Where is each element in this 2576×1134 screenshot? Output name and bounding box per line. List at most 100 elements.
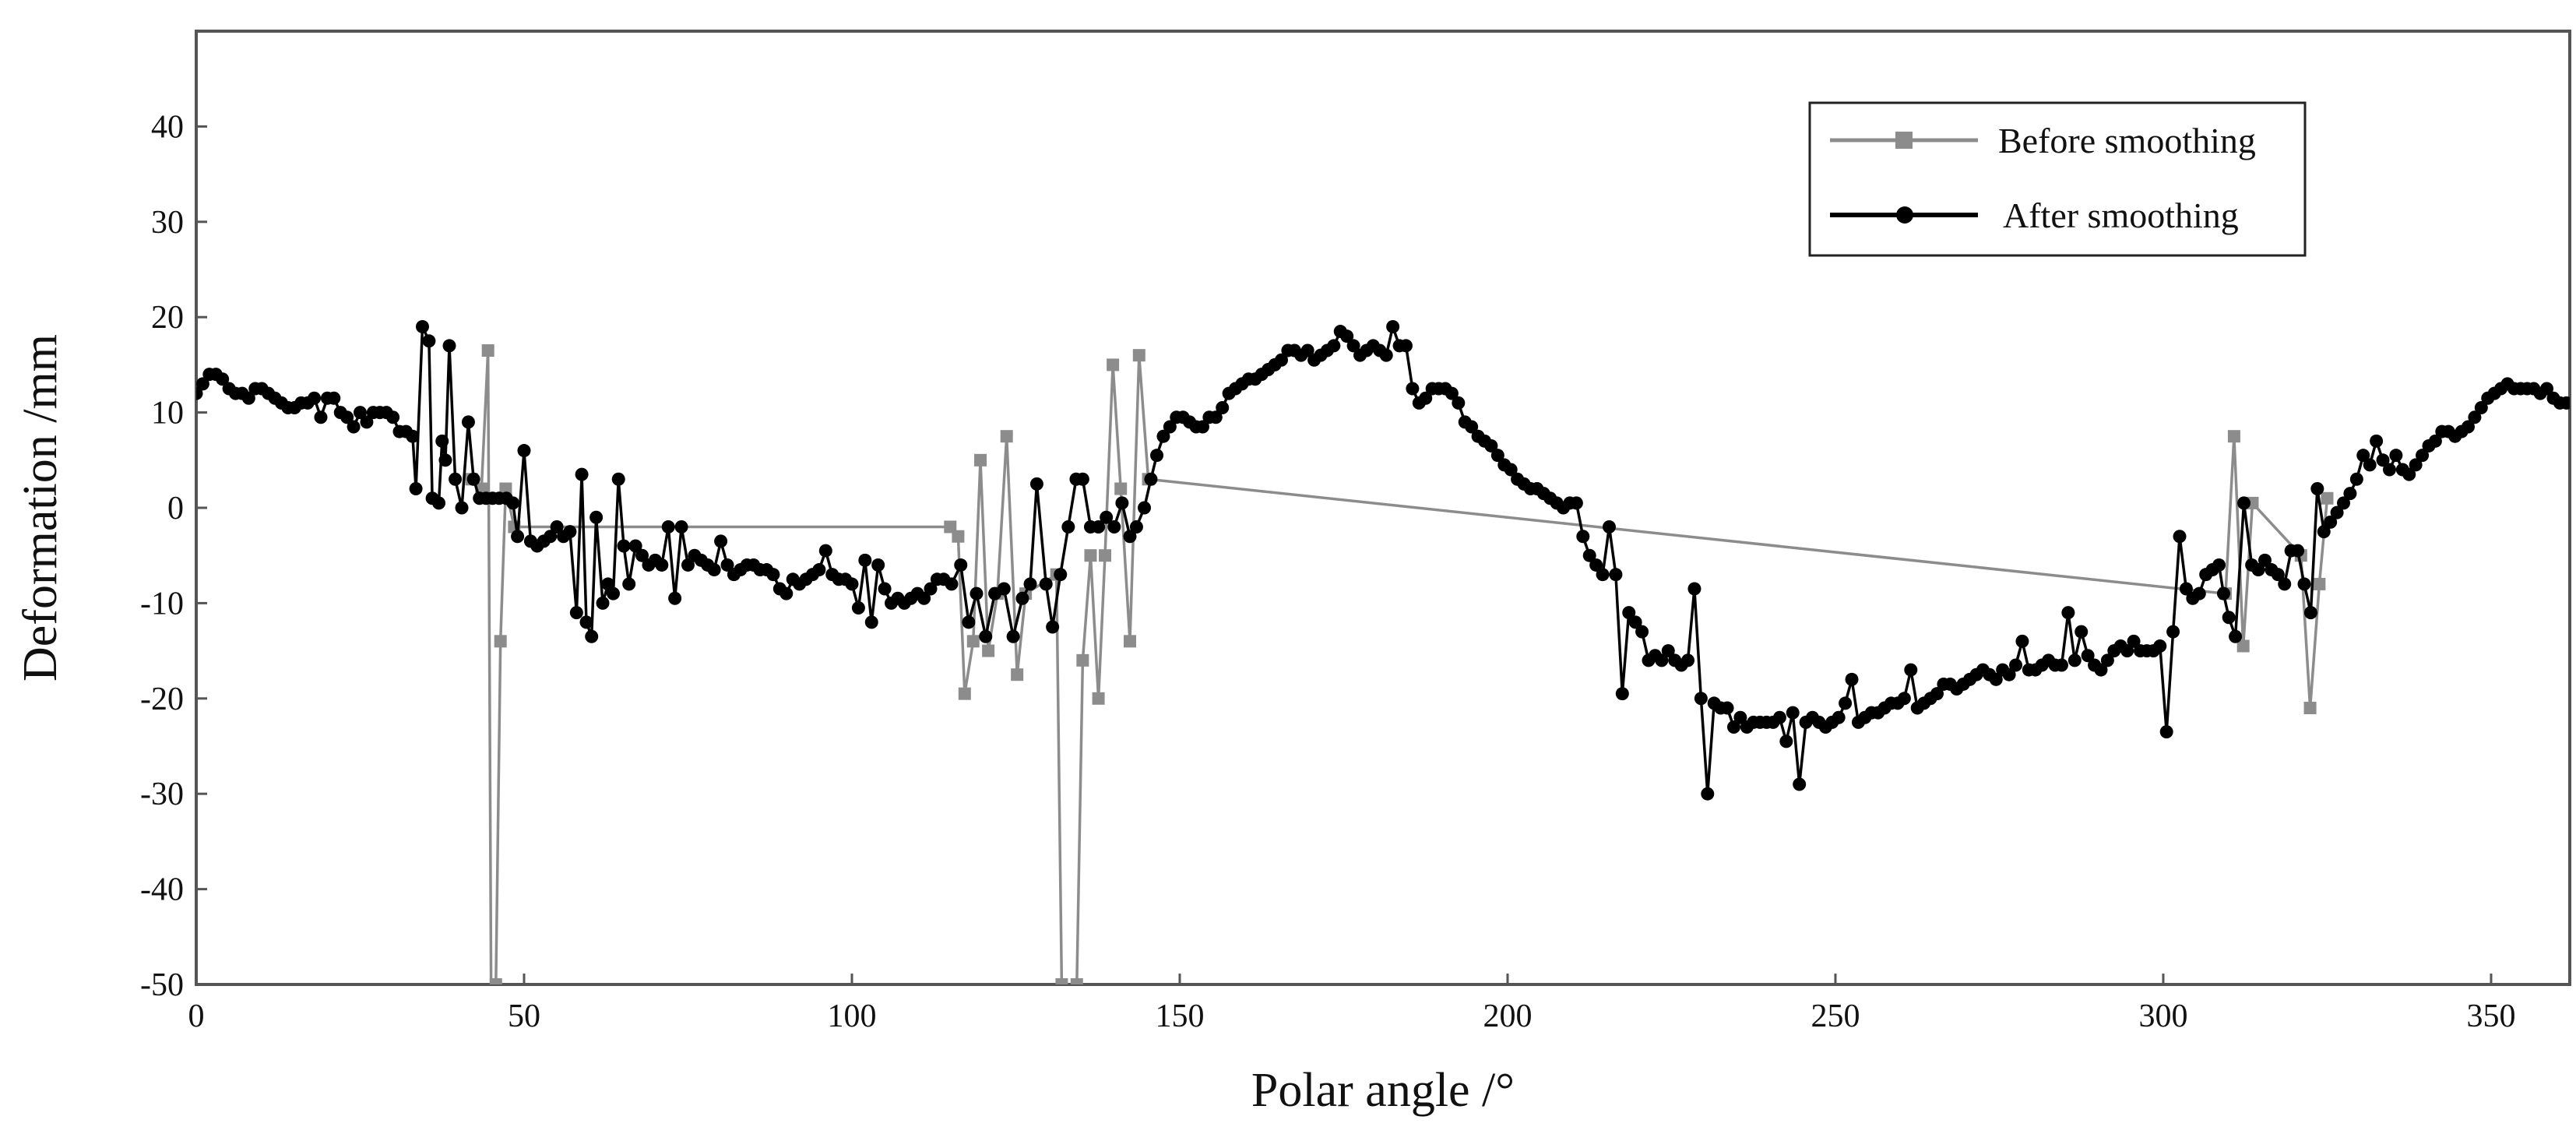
point-after-244	[1793, 777, 1807, 791]
point-after-122	[962, 615, 976, 629]
y-tick-label-5: 0	[167, 491, 184, 526]
point-before-9	[952, 530, 965, 543]
point-after-24	[347, 420, 361, 434]
point-after-110	[878, 582, 892, 596]
x-tick-label-5: 250	[1811, 998, 1860, 1034]
point-after-70	[617, 539, 631, 553]
point-after-278	[2015, 634, 2029, 648]
point-after-43	[455, 501, 469, 515]
point-after-145	[1144, 472, 1158, 486]
point-after-317	[2271, 568, 2285, 582]
point-after-320	[2291, 544, 2305, 558]
point-after-261	[1904, 663, 1918, 677]
point-after-233	[1720, 701, 1734, 715]
point-after-243	[1786, 706, 1800, 720]
point-after-330	[2356, 449, 2370, 463]
point-after-18	[308, 391, 322, 405]
point-after-214	[1596, 568, 1610, 582]
point-after-299	[2153, 639, 2167, 653]
point-after-68	[607, 586, 621, 600]
point-before-22	[1076, 653, 1089, 667]
y-tick-label-2: -30	[140, 777, 184, 812]
point-after-228	[1687, 582, 1701, 596]
point-after-35	[415, 319, 429, 333]
point-after-76	[655, 558, 669, 572]
point-after-126	[997, 582, 1011, 596]
point-after-175	[1340, 329, 1354, 343]
point-after-138	[1092, 519, 1106, 534]
point-after-182	[1386, 319, 1400, 333]
x-tick-label-3: 150	[1155, 998, 1204, 1034]
point-after-25	[353, 406, 367, 420]
point-after-310	[2222, 611, 2236, 625]
series-line-1	[196, 325, 2567, 795]
point-after-34	[409, 482, 423, 496]
point-after-335	[2389, 449, 2403, 463]
point-after-130	[1029, 477, 1043, 491]
point-after-40	[438, 453, 452, 467]
point-before-36	[2303, 702, 2317, 715]
point-after-230	[1701, 787, 1715, 801]
point-after-8	[241, 391, 255, 405]
point-after-71	[622, 577, 636, 591]
point-after-212	[1582, 548, 1596, 562]
point-after-63	[579, 615, 593, 629]
point-after-229	[1694, 692, 1708, 706]
point-after-348	[2474, 400, 2488, 414]
point-after-346	[2461, 420, 2475, 434]
point-after-274	[1989, 672, 2003, 686]
y-axis-title: Deformation /mm	[14, 334, 67, 681]
point-after-41	[442, 339, 456, 353]
point-after-45	[466, 472, 480, 486]
point-after-277	[2009, 658, 2023, 672]
point-after-315	[2258, 553, 2272, 567]
point-after-194	[1465, 420, 1479, 434]
point-after-57	[544, 530, 558, 544]
x-tick-label-7: 350	[2466, 998, 2515, 1034]
point-after-131	[1039, 577, 1053, 591]
point-after-260	[1897, 692, 1911, 706]
point-before-11	[966, 635, 980, 648]
legend-marker-after	[1896, 206, 1913, 224]
y-tick-label-6: 10	[151, 396, 184, 431]
point-after-294	[2120, 644, 2134, 658]
point-after-329	[2349, 472, 2363, 486]
y-tick-label-9: 40	[151, 109, 184, 145]
point-after-224	[1661, 644, 1675, 658]
point-after-127	[1006, 629, 1020, 643]
y-tick-label-7: 20	[151, 300, 184, 336]
point-after-219	[1628, 615, 1642, 629]
point-after-192	[1452, 396, 1466, 410]
point-after-156	[1216, 400, 1230, 414]
x-tick-label-4: 200	[1483, 998, 1532, 1034]
point-after-52	[511, 530, 525, 544]
point-after-51	[506, 496, 520, 510]
point-before-38	[2321, 491, 2334, 505]
point-after-61	[569, 606, 583, 620]
point-after-93	[766, 568, 780, 582]
point-before-13	[982, 644, 995, 657]
point-after-290	[2094, 663, 2108, 677]
point-after-42	[449, 472, 463, 486]
point-after-314	[2251, 563, 2265, 577]
legend-label-after: After smoothing	[2003, 195, 2239, 235]
point-after-250	[1832, 710, 1846, 724]
point-after-311	[2229, 629, 2243, 643]
y-tick-label-3: -20	[140, 681, 184, 717]
point-before-29	[1132, 349, 1145, 362]
point-after-77	[661, 519, 675, 534]
point-before-2	[481, 344, 494, 357]
point-after-309	[2216, 586, 2230, 600]
point-after-78	[668, 591, 682, 605]
point-after-84	[707, 563, 721, 577]
point-after-108	[864, 615, 878, 629]
y-tick-label-8: 30	[151, 205, 184, 241]
point-after-23	[340, 410, 354, 424]
point-after-95	[779, 586, 794, 600]
point-after-106	[851, 601, 865, 615]
point-after-302	[2173, 530, 2187, 544]
point-after-136	[1075, 472, 1089, 486]
point-after-300	[2159, 725, 2173, 739]
point-before-27	[1114, 482, 1128, 495]
point-after-139	[1100, 510, 1114, 524]
